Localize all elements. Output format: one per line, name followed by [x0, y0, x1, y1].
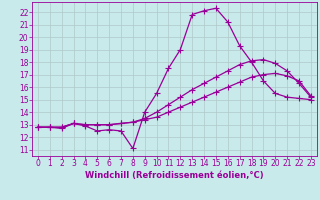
X-axis label: Windchill (Refroidissement éolien,°C): Windchill (Refroidissement éolien,°C): [85, 171, 264, 180]
